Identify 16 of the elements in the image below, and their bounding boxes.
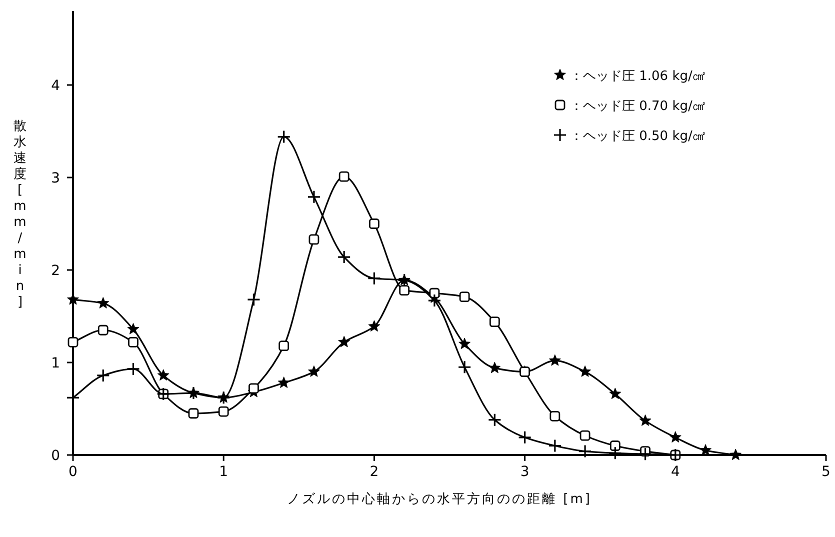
legend-label: ：ヘッド圧 1.06 kg/㎠ (570, 69, 706, 84)
y-tick-label: 0 (51, 448, 60, 464)
y-tick-label: 4 (51, 78, 60, 94)
x-tick-label: 2 (370, 464, 379, 480)
x-axis-title: ノズルの中心軸からの水平方向のの距離 [m] (287, 491, 592, 507)
x-tick-label: 5 (822, 464, 830, 480)
legend-label: ：ヘッド圧 0.70 kg/㎠ (570, 99, 706, 114)
y-tick-label: 2 (51, 263, 60, 279)
legend-label: ：ヘッド圧 0.50 kg/㎠ (570, 129, 706, 144)
x-tick-label: 3 (520, 464, 530, 480)
y-tick-label: 1 (51, 356, 60, 372)
text: 散水速度 [mm/min] (14, 119, 26, 310)
x-tick-label: 1 (219, 464, 228, 480)
x-tick-label: 4 (670, 464, 680, 480)
y-tick-label: 3 (51, 170, 60, 186)
x-tick-label: 0 (68, 464, 78, 480)
